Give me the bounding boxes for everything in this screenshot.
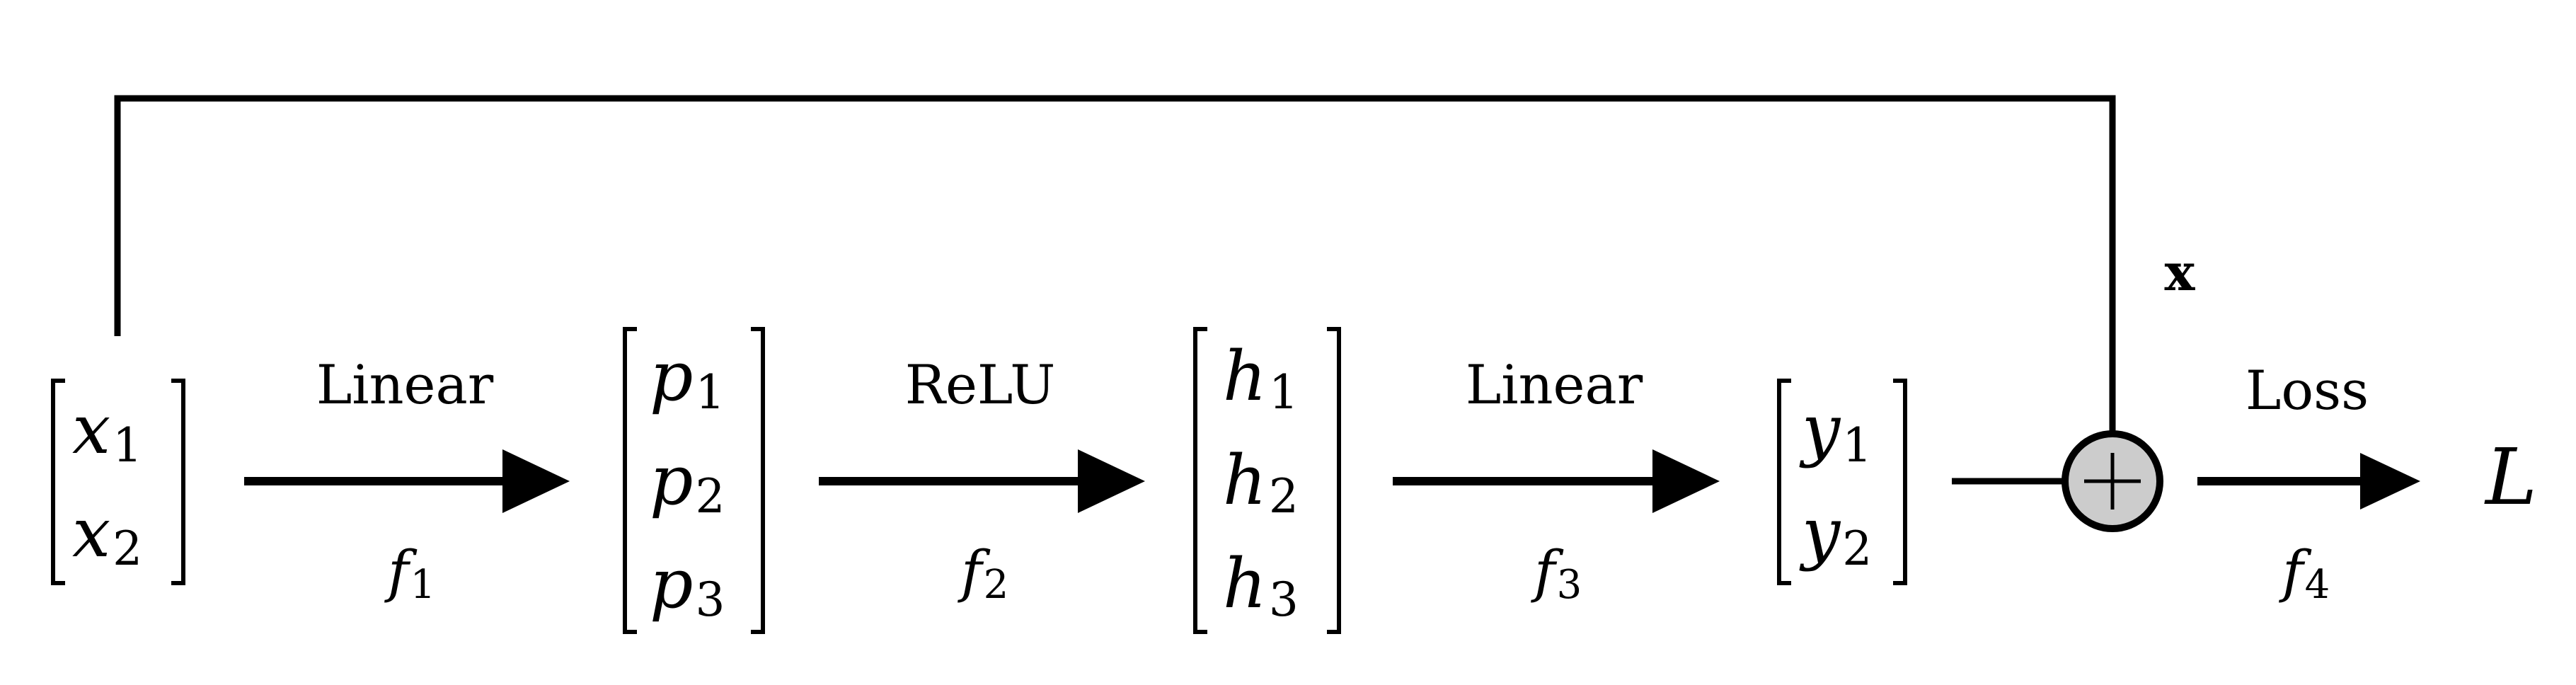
op-2-label: ReLU xyxy=(905,353,1056,416)
skip-label: x xyxy=(2165,242,2196,302)
arrow-2-head xyxy=(1078,449,1145,513)
vector-h-entry-3: h3 xyxy=(1223,544,1299,627)
op-4-function: f4 xyxy=(2279,539,2330,608)
op-4-label: Loss xyxy=(2246,359,2369,422)
op-linear-1: Linear f1 xyxy=(244,353,570,608)
vector-h-left-bracket xyxy=(1193,327,1207,634)
op-3-function: f3 xyxy=(1531,539,1582,608)
arrow-1-head xyxy=(502,449,570,513)
op-loss: Loss f4 xyxy=(2197,359,2420,608)
vector-h-right-bracket xyxy=(1327,327,1341,634)
skip-connection-line xyxy=(114,95,2116,432)
vector-y-right-bracket xyxy=(1893,379,1907,585)
vector-p-entry-1: p1 xyxy=(650,337,725,420)
op-2-function: f2 xyxy=(958,539,1008,608)
vector-x-entry-1: x1 xyxy=(72,390,142,473)
vector-x: x1 x2 xyxy=(51,379,185,585)
vector-x-right-bracket xyxy=(171,379,185,585)
vector-h: h1 h2 h3 xyxy=(1193,327,1341,634)
sum-node xyxy=(2062,430,2163,532)
vector-p-left-bracket xyxy=(623,327,637,634)
op-1-label: Linear xyxy=(316,353,494,416)
vector-p-right-bracket xyxy=(751,327,765,634)
vector-y: y1 y2 xyxy=(1777,379,1907,585)
vector-h-entry-2: h2 xyxy=(1223,441,1299,524)
vector-y-left-bracket xyxy=(1777,379,1791,585)
vector-p-entry-3: p3 xyxy=(650,544,725,627)
vector-y-entry-1: y1 xyxy=(1799,390,1872,473)
vector-p-entry-2: p2 xyxy=(650,441,725,524)
op-relu: ReLU f2 xyxy=(819,353,1145,608)
vector-h-entry-1: h1 xyxy=(1223,337,1299,420)
output-label: L xyxy=(2484,432,2537,522)
vector-y-entry-2: y2 xyxy=(1799,493,1872,576)
vector-p: p1 p2 p3 xyxy=(623,327,765,634)
arrow-4-head xyxy=(2360,453,2420,510)
op-linear-2: Linear f3 xyxy=(1393,353,1720,608)
vector-x-entry-2: x2 xyxy=(72,493,142,576)
arrow-3-head xyxy=(1652,449,1720,513)
op-1-function: f1 xyxy=(384,539,435,608)
vector-x-left-bracket xyxy=(51,379,65,585)
op-3-label: Linear xyxy=(1466,353,1643,416)
